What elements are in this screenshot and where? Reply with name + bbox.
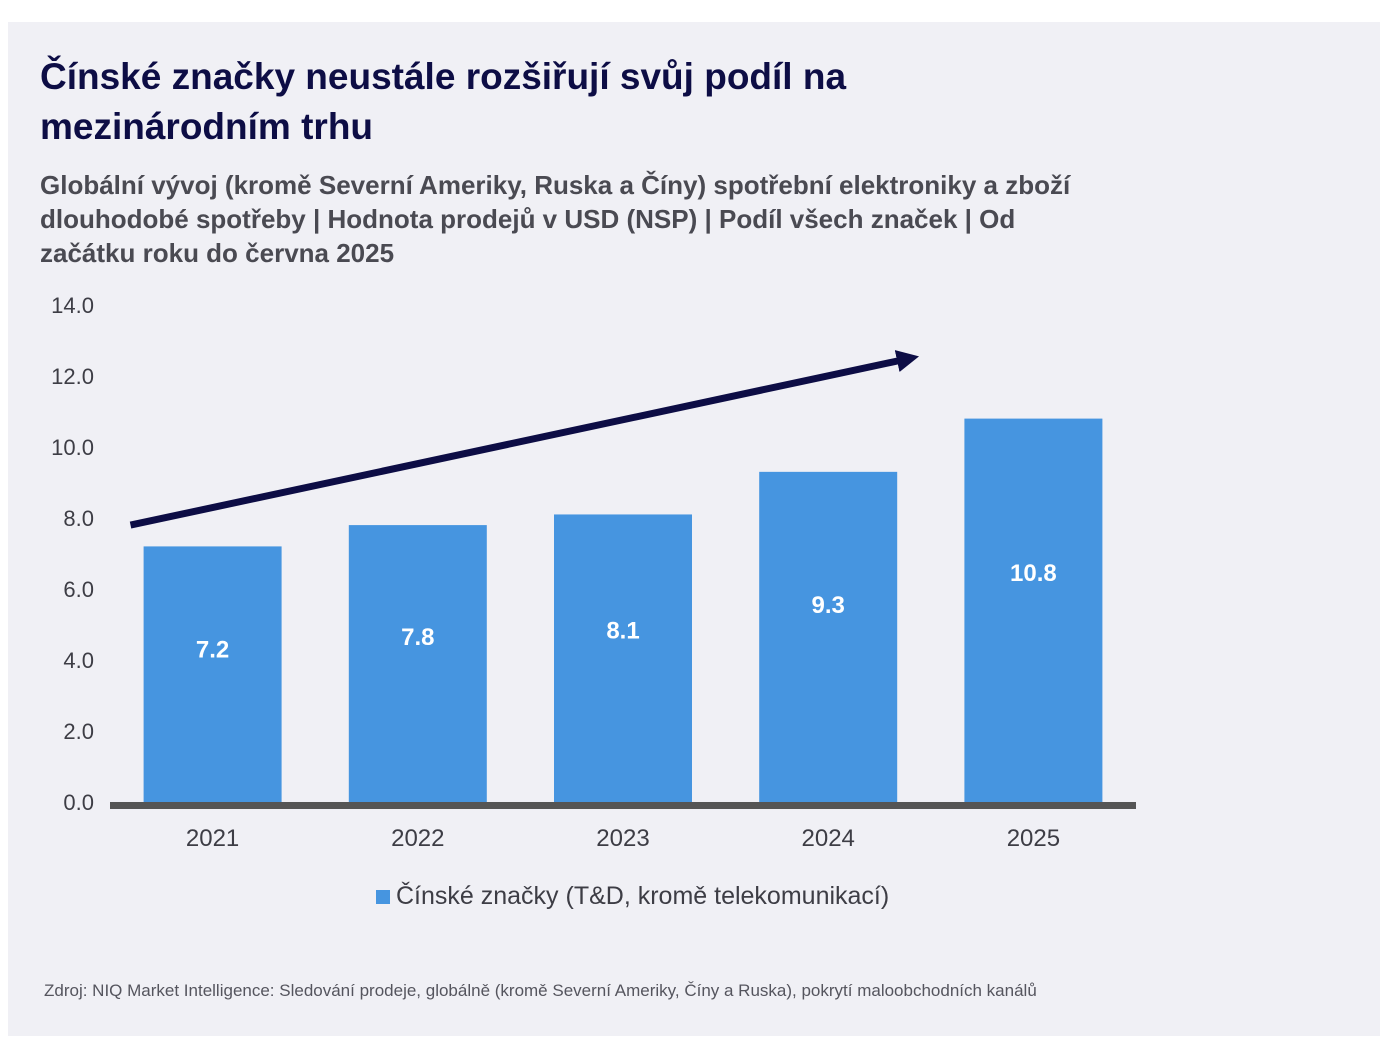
legend-label: Čínské značky (T&D, kromě telekomunikací… <box>396 882 890 910</box>
bar-2022 <box>348 525 487 802</box>
bar-2021 <box>143 546 282 802</box>
x-axis: 2021 2022 2023 2024 2025 <box>186 825 1060 852</box>
y-tick-label: 6.0 <box>63 577 94 602</box>
x-tick-label: 2022 <box>391 825 444 852</box>
data-label-2022: 7.8 <box>401 624 434 651</box>
legend: Čínské značky (T&D, kromě telekomunikací… <box>376 882 889 911</box>
y-tick-label: 4.0 <box>63 648 94 673</box>
data-label-2021: 7.2 <box>196 637 229 664</box>
source-note: Zdroj: NIQ Market Intelligence: Sledován… <box>44 981 1037 1000</box>
chart-subtitle: Globální vývoj (kromě Severní Ameriky, R… <box>40 170 1071 268</box>
y-tick-label: 8.0 <box>63 506 94 531</box>
legend-swatch <box>376 889 390 904</box>
data-label-2024: 9.3 <box>812 592 845 619</box>
x-tick-label: 2025 <box>1007 825 1060 852</box>
x-tick-label: 2024 <box>802 825 855 852</box>
bars: 7.2 7.8 8.1 9.3 10.8 <box>110 418 1136 809</box>
bar-2024 <box>759 471 898 802</box>
y-tick-label: 2.0 <box>63 719 94 744</box>
y-tick-label: 14.0 <box>51 293 94 318</box>
y-tick-label: 12.0 <box>51 364 94 389</box>
data-label-2025: 10.8 <box>1010 560 1057 587</box>
chart-panel <box>8 22 1380 1036</box>
trend-arrow-icon <box>129 350 920 529</box>
bar-2025 <box>964 418 1103 802</box>
y-tick-label: 10.0 <box>51 435 94 460</box>
y-axis: 0.0 2.0 4.0 6.0 8.0 10.0 12.0 14.0 <box>51 293 94 815</box>
x-tick-label: 2021 <box>186 825 239 852</box>
x-axis-baseline <box>110 802 1136 809</box>
y-tick-label: 0.0 <box>63 790 94 815</box>
annotations <box>129 350 920 529</box>
data-label-2023: 8.1 <box>606 617 639 644</box>
chart-title: Čínské značky neustále rozšiřují svůj po… <box>40 56 847 147</box>
x-tick-label: 2023 <box>596 825 649 852</box>
bar-2023 <box>554 514 692 802</box>
